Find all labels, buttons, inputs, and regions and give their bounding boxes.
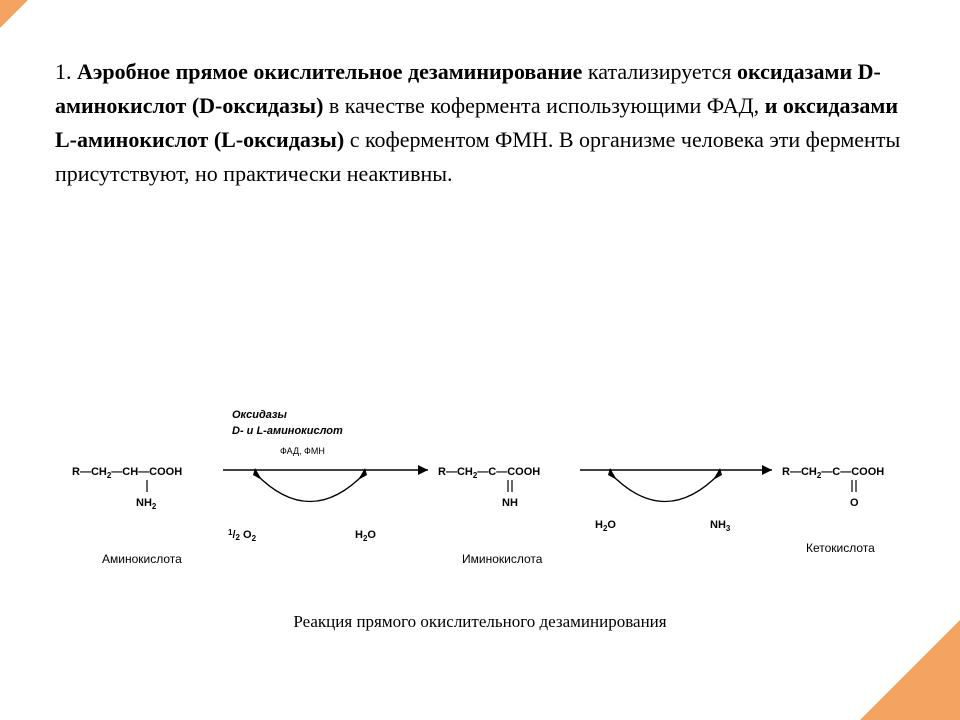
reaction-diagram: R—CH2—CH—COOH NH2 Аминокислота Оксидазы …: [0, 370, 960, 630]
arrow2-head: [762, 465, 772, 475]
para-bold-1: Аэробное прямое окислительное дезаминиро…: [77, 59, 582, 84]
diagram-caption: Реакция прямого окислительного дезаминир…: [0, 612, 960, 632]
arrow1-head: [418, 465, 428, 475]
rxn2-in: H2O: [595, 519, 616, 533]
para-t1: катализируется: [582, 59, 737, 84]
corner-accent-bottom: [860, 620, 960, 720]
mol2-label: Иминокислота: [462, 552, 543, 566]
para-prefix: 1.: [55, 59, 77, 84]
rxn1-in: 1/2 O2: [228, 528, 257, 543]
main-text-block: 1. Аэробное прямое окислительное дезамин…: [0, 0, 960, 191]
rxn1-arc: [255, 473, 365, 502]
corner-accent-top: [0, 0, 28, 28]
enzyme-line1: Оксидазы: [232, 409, 287, 421]
cofactors: ФАД, ФМН: [280, 446, 325, 456]
rxn2-out: NH3: [710, 519, 731, 533]
mol3-sub: O: [850, 497, 859, 509]
mol1-label: Аминокислота: [102, 552, 182, 566]
paragraph: 1. Аэробное прямое окислительное дезамин…: [55, 55, 905, 191]
mol2-sub: NH: [502, 497, 518, 509]
mol1-formula: R—CH2—CH—COOH: [72, 466, 182, 480]
mol2-formula: R—CH2—C—COOH: [438, 466, 540, 480]
rxn1-out: H2O: [355, 529, 376, 543]
enzyme-line2: D- и L-аминокислот: [232, 425, 343, 437]
rxn2-arc: [610, 473, 720, 502]
mol3-label: Кетокислота: [806, 541, 875, 555]
mol3-formula: R—CH2—C—COOH: [782, 466, 884, 480]
mol1-sub: NH2: [136, 497, 157, 511]
para-t2: в качестве кофермента использующими ФАД,: [323, 93, 764, 118]
